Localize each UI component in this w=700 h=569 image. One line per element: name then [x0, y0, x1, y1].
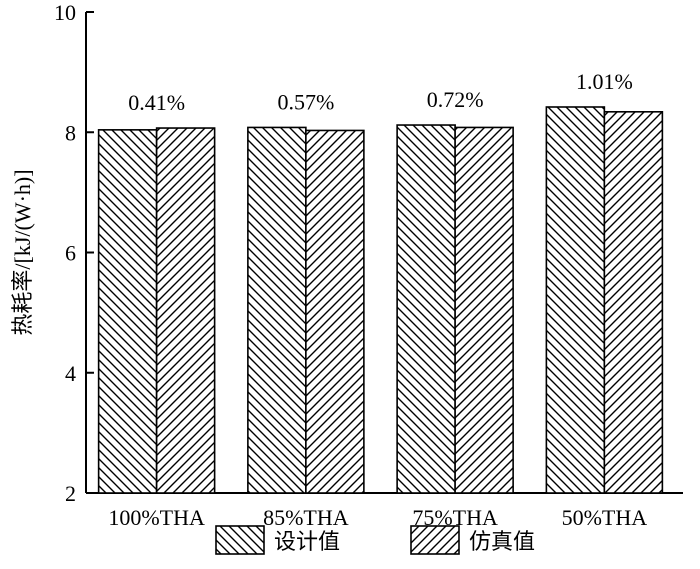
bar-simulated-2 [454, 126, 514, 494]
labels: 100%THA0.41%85%THA0.57%75%THA0.72%50%THA… [108, 69, 647, 530]
legend-swatch-design [215, 525, 265, 555]
bar-design-3 [545, 106, 606, 494]
bar-design-2 [396, 124, 456, 494]
difference-annotation: 0.41% [128, 90, 185, 115]
y-tick-label: 2 [65, 481, 76, 506]
difference-annotation: 1.01% [576, 69, 633, 94]
y-axis-label: 热耗率/[kJ/(W·h)] [10, 169, 35, 335]
y-tick-label: 4 [65, 361, 76, 386]
difference-annotation: 0.72% [427, 87, 484, 112]
y-tick-label: 8 [65, 120, 76, 145]
x-tick-label: 100%THA [108, 505, 205, 530]
x-tick-label: 50%THA [562, 505, 648, 530]
bar-design-1 [247, 126, 307, 494]
legend-label-design: 设计值 [274, 529, 340, 554]
bar-simulated-3 [603, 111, 664, 494]
bar-simulated-1 [305, 129, 365, 494]
legend-label-simulated: 仿真值 [469, 529, 535, 554]
difference-annotation: 0.57% [277, 89, 334, 114]
bar-design-0 [97, 129, 158, 494]
bar-simulated-0 [155, 127, 216, 494]
bars [97, 106, 664, 494]
y-tick-label: 6 [65, 241, 76, 266]
x-tick-label: 85%THA [263, 505, 349, 530]
legend: 设计值 仿真值 [215, 525, 535, 555]
y-tick-label: 10 [54, 0, 76, 25]
legend-swatch-simulated [410, 525, 460, 555]
